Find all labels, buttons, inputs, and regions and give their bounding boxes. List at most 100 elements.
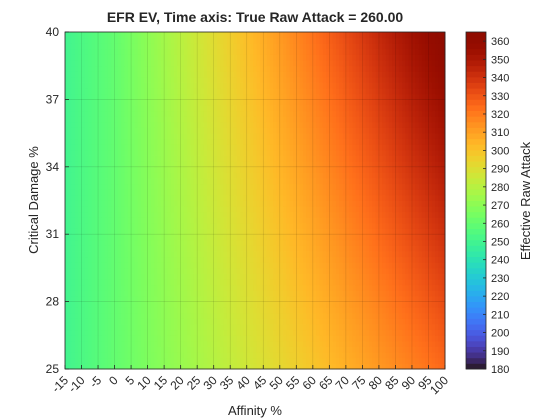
heatmap-cell	[98, 346, 102, 353]
heatmap-cell	[124, 194, 129, 201]
heatmap-cell	[78, 121, 82, 128]
heatmap-cell	[226, 262, 231, 269]
heatmap-cell	[124, 301, 129, 308]
heatmap-cell	[94, 121, 99, 128]
heatmap-cell	[226, 121, 231, 128]
heatmap-cell	[187, 262, 191, 269]
heatmap-cell	[385, 335, 390, 342]
heatmap-cell	[111, 267, 115, 274]
heatmap-cell	[88, 290, 92, 297]
heatmap-cell	[240, 273, 244, 280]
heatmap-cell	[388, 329, 393, 336]
heatmap-cell	[411, 290, 416, 297]
heatmap-cell	[431, 183, 436, 190]
heatmap-cell	[425, 127, 429, 134]
heatmap-cell	[250, 155, 254, 162]
heatmap-cell	[293, 228, 297, 235]
heatmap-cell	[137, 161, 142, 168]
heatmap-cell	[200, 363, 205, 370]
heatmap-cell	[378, 318, 383, 325]
heatmap-cell	[259, 340, 264, 347]
heatmap-cell	[177, 161, 182, 168]
heatmap-cell	[435, 194, 439, 201]
heatmap-cell	[428, 211, 433, 218]
heatmap-cell	[250, 295, 254, 302]
heatmap-cell	[352, 318, 357, 325]
heatmap-cell	[164, 340, 168, 347]
heatmap-cell	[339, 324, 343, 331]
heatmap-cell	[94, 144, 99, 151]
heatmap-cell	[141, 144, 145, 151]
heatmap-cell	[345, 138, 350, 145]
heatmap-cell	[81, 172, 86, 179]
heatmap-cell	[243, 155, 248, 162]
heatmap-cell	[438, 324, 443, 331]
heatmap-cell	[332, 279, 337, 286]
heatmap-cell	[111, 178, 115, 185]
heatmap-cell	[411, 352, 416, 359]
heatmap-cell	[174, 318, 178, 325]
heatmap-cell	[316, 290, 320, 297]
heatmap-cell	[296, 228, 300, 235]
heatmap-cell	[213, 267, 218, 274]
heatmap-cell	[217, 138, 221, 145]
heatmap-cell	[193, 149, 198, 156]
heatmap-cell	[134, 149, 139, 156]
heatmap-cell	[78, 357, 82, 364]
heatmap-cell	[203, 245, 208, 252]
heatmap-cell	[276, 262, 281, 269]
heatmap-cell	[293, 189, 297, 196]
heatmap-cell	[428, 133, 433, 140]
heatmap-cell	[359, 301, 363, 308]
heatmap-cell	[286, 301, 291, 308]
heatmap-cell	[236, 284, 241, 291]
heatmap-cell	[121, 155, 125, 162]
heatmap-cell	[418, 329, 423, 336]
heatmap-cell	[187, 273, 191, 280]
heatmap-cell	[154, 256, 158, 263]
heatmap-cell	[240, 217, 244, 224]
heatmap-cell	[84, 149, 89, 156]
heatmap-cell	[266, 295, 271, 302]
heatmap-cell	[372, 318, 376, 325]
heatmap-cell	[88, 329, 92, 336]
heatmap-cell	[276, 211, 281, 218]
heatmap-cell	[332, 312, 337, 319]
heatmap-cell	[339, 166, 343, 173]
heatmap-cell	[289, 307, 294, 314]
heatmap-cell	[230, 262, 234, 269]
heatmap-cell	[279, 211, 284, 218]
heatmap-cell	[339, 149, 343, 156]
heatmap-cell	[250, 312, 254, 319]
heatmap-cell	[154, 127, 158, 134]
heatmap-cell	[322, 363, 327, 370]
heatmap-cell	[421, 189, 426, 196]
heatmap-cell	[107, 155, 112, 162]
heatmap-cell	[332, 284, 337, 291]
heatmap-cell	[170, 206, 175, 213]
heatmap-cell	[329, 161, 334, 168]
heatmap-cell	[121, 166, 125, 173]
heatmap-cell	[177, 217, 182, 224]
heatmap-cell	[160, 228, 165, 235]
heatmap-cell	[302, 318, 307, 325]
heatmap-cell	[435, 318, 439, 325]
heatmap-cell	[266, 166, 271, 173]
heatmap-cell	[266, 335, 271, 342]
heatmap-cell	[71, 121, 76, 128]
heatmap-cell	[177, 245, 182, 252]
heatmap-cell	[101, 155, 106, 162]
heatmap-cell	[117, 307, 122, 314]
heatmap-cell	[187, 178, 191, 185]
heatmap-cell	[269, 256, 274, 263]
heatmap-cell	[293, 318, 297, 325]
heatmap-cell	[322, 256, 327, 263]
heatmap-cell	[355, 273, 360, 280]
heatmap-cell	[263, 200, 267, 207]
heatmap-cell	[236, 352, 241, 359]
heatmap-cell	[425, 217, 429, 224]
heatmap-cell	[200, 144, 205, 151]
heatmap-cell	[157, 363, 162, 370]
heatmap-cell	[236, 172, 241, 179]
heatmap-cell	[441, 206, 446, 213]
